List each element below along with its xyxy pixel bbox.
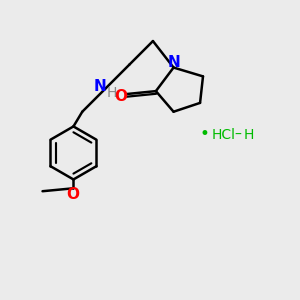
Text: O: O [115,89,128,104]
Text: N: N [168,55,181,70]
Text: N: N [94,79,106,94]
Text: H: H [244,128,254,142]
Text: HCl: HCl [212,128,236,142]
Text: •: • [200,125,209,143]
Text: H: H [107,85,118,100]
Text: O: O [66,187,80,202]
Text: –: – [234,128,241,142]
